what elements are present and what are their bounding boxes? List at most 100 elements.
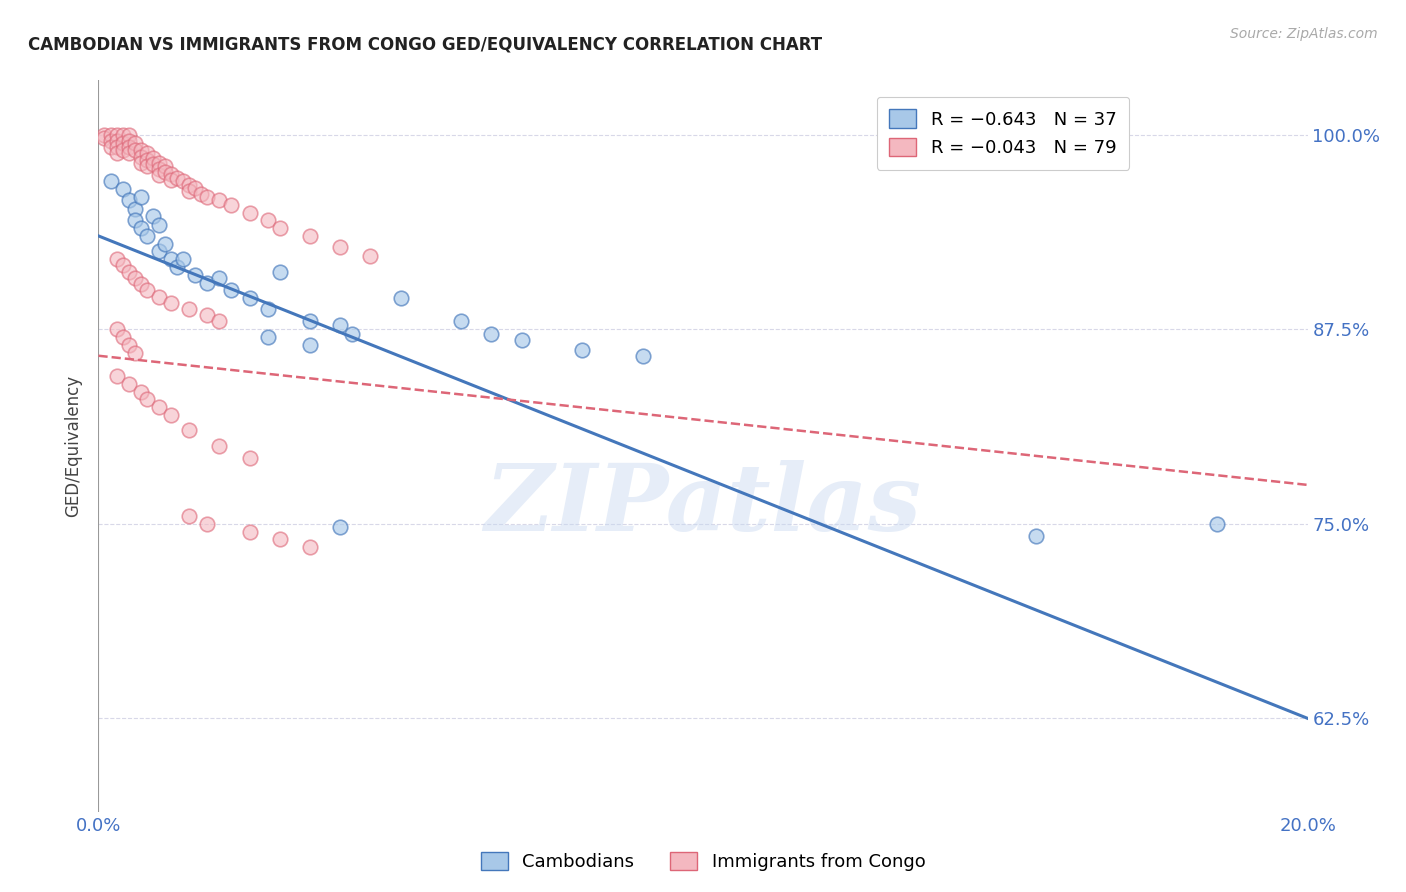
Text: Source: ZipAtlas.com: Source: ZipAtlas.com (1230, 27, 1378, 41)
Point (105, 128, 128, 142)
Point (153, 236, 176, 251)
Point (129, 149, 152, 163)
Point (124, 213, 146, 227)
Legend: Cambodians, Immigrants from Congo: Cambodians, Immigrants from Congo (474, 845, 932, 879)
Point (239, 451, 262, 466)
Point (135, 228, 157, 243)
Point (124, 144, 146, 158)
Point (118, 265, 141, 279)
Point (160, 173, 183, 187)
Point (105, 368, 128, 383)
Point (179, 424, 201, 438)
Point (184, 268, 207, 282)
Point (148, 244, 170, 259)
Point (100, 140, 122, 154)
Point (93, 128, 115, 142)
Point (221, 198, 243, 212)
Point (129, 221, 152, 235)
Point (299, 338, 322, 352)
Point (329, 240, 352, 254)
Point (195, 308, 218, 322)
Point (148, 400, 170, 414)
Y-axis label: GED/Equivalency: GED/Equivalency (65, 375, 83, 517)
Point (111, 144, 134, 158)
Point (179, 301, 201, 316)
Point (299, 314, 322, 328)
Point (256, 330, 278, 344)
Point (100, 128, 122, 142)
Point (129, 144, 152, 158)
Point (135, 284, 157, 298)
Point (450, 314, 472, 328)
Point (100, 174, 122, 188)
Point (172, 174, 194, 188)
Point (124, 271, 146, 285)
Point (195, 516, 218, 531)
Point (329, 520, 352, 534)
Point (148, 161, 170, 176)
Point (135, 159, 157, 173)
Point (111, 259, 134, 273)
Text: CAMBODIAN VS IMMIGRANTS FROM CONGO GED/EQUIVALENCY CORRELATION CHART: CAMBODIAN VS IMMIGRANTS FROM CONGO GED/E… (28, 36, 823, 54)
Point (100, 134, 122, 148)
Point (118, 376, 141, 391)
Point (111, 128, 134, 142)
Point (179, 184, 201, 198)
Point (631, 349, 654, 363)
Point (129, 155, 152, 169)
Point (256, 301, 278, 316)
Point (195, 276, 218, 290)
Point (105, 146, 128, 161)
Point (269, 265, 291, 279)
Point (118, 128, 141, 142)
Point (124, 345, 146, 359)
Point (160, 408, 183, 422)
Point (269, 221, 291, 235)
Point (124, 136, 146, 150)
Point (118, 134, 141, 148)
Point (389, 291, 412, 305)
Point (93, 131, 115, 145)
Point (329, 318, 352, 332)
Point (148, 290, 170, 304)
Point (153, 159, 176, 173)
Point (172, 252, 194, 267)
Point (239, 291, 262, 305)
Legend: R = −0.643   N = 37, R = −0.043   N = 79: R = −0.643 N = 37, R = −0.043 N = 79 (877, 96, 1129, 169)
Point (1206, 516, 1229, 531)
Point (208, 439, 231, 453)
Point (160, 167, 183, 181)
Point (208, 314, 231, 328)
Point (129, 277, 152, 292)
Point (105, 252, 128, 267)
Point (1024, 529, 1046, 543)
Point (179, 509, 201, 524)
Point (184, 180, 207, 194)
Point (510, 333, 533, 347)
Point (118, 140, 141, 154)
Point (111, 182, 134, 196)
Point (299, 540, 322, 554)
Point (142, 157, 165, 171)
Text: ZIPatlas: ZIPatlas (485, 459, 921, 549)
Point (195, 190, 218, 204)
Point (148, 155, 170, 169)
Point (256, 213, 278, 227)
Point (166, 171, 188, 186)
Point (481, 326, 503, 341)
Point (148, 218, 170, 232)
Point (142, 151, 165, 165)
Point (239, 524, 262, 539)
Point (135, 153, 157, 167)
Point (221, 284, 243, 298)
Point (190, 186, 212, 201)
Point (105, 134, 128, 148)
Point (118, 338, 141, 352)
Point (571, 343, 593, 357)
Point (239, 205, 262, 219)
Point (208, 193, 231, 207)
Point (142, 209, 165, 223)
Point (269, 533, 291, 547)
Point (124, 202, 146, 217)
Point (111, 136, 134, 150)
